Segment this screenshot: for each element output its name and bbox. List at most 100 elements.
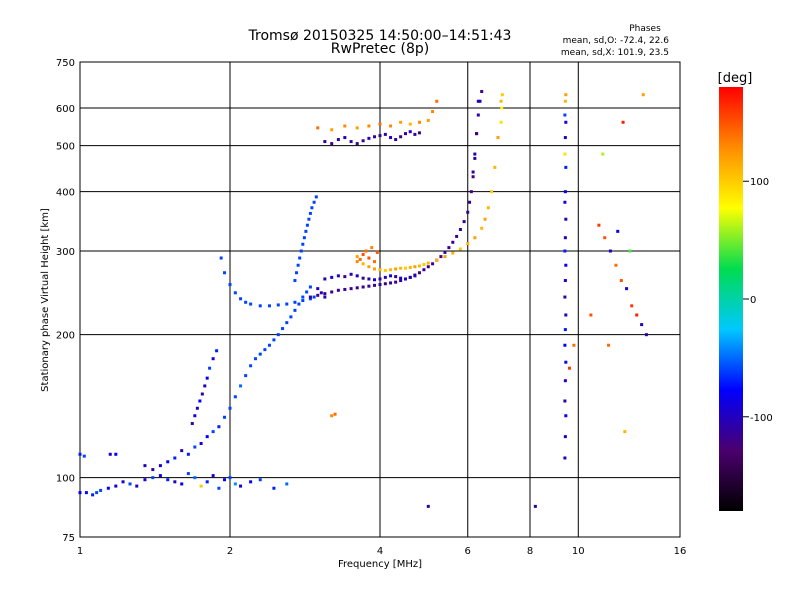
data-point [228,476,232,480]
data-point [180,482,184,486]
data-point [443,250,447,254]
x-axis: 1 2 4 6 8 10 16 [77,546,687,557]
data-point [443,255,447,259]
data-points [78,90,648,508]
data-point [249,480,253,484]
data-point [399,266,403,270]
grid-lines [80,62,680,537]
data-point [468,200,472,204]
data-point [308,297,312,301]
data-point [500,93,504,97]
x-axis-label: Frequency [MHz] [338,559,422,570]
data-point [499,120,503,124]
data-point [563,99,567,103]
y-tick-label: 400 [56,188,75,199]
data-point [373,278,377,282]
data-point [408,265,412,269]
colorbar-tick-label: -100 [750,413,773,424]
data-point [563,190,567,194]
data-point [233,395,237,399]
data-point [205,376,209,380]
data-point [614,263,618,267]
data-point [343,287,347,291]
data-point [475,132,479,136]
data-point [563,328,567,332]
data-point [367,256,371,260]
chart-subtitle: RwPretec (8p) [331,41,429,57]
data-point [336,288,340,292]
data-point [316,126,320,130]
data-point [307,217,311,221]
data-point [367,136,371,140]
data-point [383,268,387,272]
data-point [564,165,568,169]
data-point [563,200,567,204]
data-point [426,504,430,508]
data-point [563,236,567,240]
data-point [330,128,334,132]
data-point [297,302,301,306]
data-point [572,343,576,347]
data-point [299,249,303,253]
data-point [304,229,308,233]
data-point [473,152,477,156]
y-tick-label: 75 [62,533,75,544]
data-point [128,482,132,486]
y-tick-label: 750 [56,58,75,69]
data-point [597,223,601,227]
data-point [135,484,139,488]
data-point [399,135,403,139]
data-point [289,315,293,319]
data-point [205,480,209,484]
data-point [143,478,147,482]
data-point [199,484,203,488]
data-point [635,313,639,317]
data-point [399,120,403,124]
data-point [249,364,253,368]
x-tick-label: 6 [465,546,471,557]
data-point [330,275,334,279]
data-point [173,480,177,484]
data-point [389,124,393,128]
data-point [355,142,359,146]
data-point [431,262,435,266]
data-point [439,255,443,259]
data-point [249,302,253,306]
data-point [312,200,316,204]
data-point [158,464,162,468]
data-point [211,357,215,361]
data-point [607,343,611,347]
data-point [198,399,202,403]
x-tick-label: 2 [227,546,233,557]
data-point [563,399,567,403]
data-point [323,295,327,299]
data-point [563,113,567,117]
data-point [373,267,377,271]
y-tick-label: 200 [56,331,75,342]
data-point [267,343,271,347]
data-point [383,282,387,286]
data-point [378,268,382,272]
data-point [203,384,207,388]
data-point [78,452,82,456]
data-point [496,136,500,140]
data-point [316,287,320,291]
data-point [355,260,359,264]
x-tick-label: 1 [77,546,83,557]
data-point [193,414,197,418]
data-point [403,266,407,270]
data-point [408,275,412,279]
data-point [601,152,605,156]
colorbar-label: [deg] [718,71,753,86]
data-point [323,140,327,144]
data-point [166,460,170,464]
data-point [336,138,340,142]
data-point [215,349,219,353]
data-point [476,113,480,117]
data-point [417,120,421,124]
data-point [301,299,305,303]
data-point [296,263,300,267]
data-point [190,422,194,426]
data-point [567,366,571,370]
data-point [466,210,470,214]
